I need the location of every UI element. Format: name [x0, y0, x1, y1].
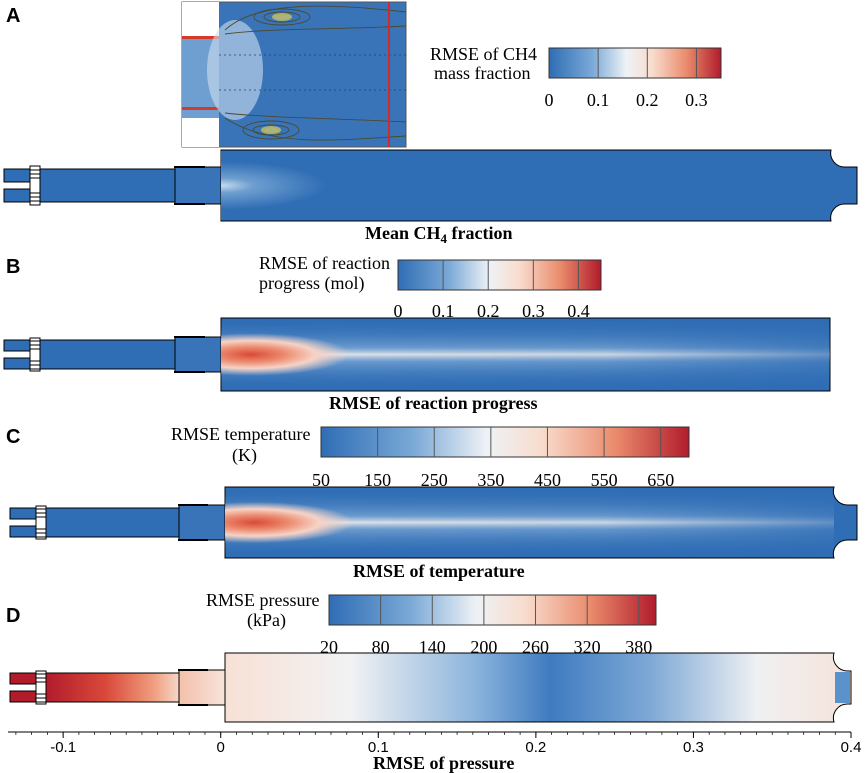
- colorbar-a: 0 0.1 0.2 0.3: [545, 47, 722, 110]
- colorbar-tick-label: 0.1: [432, 301, 455, 321]
- colorbar-tick-label: 50: [312, 470, 330, 490]
- colorbar-tick-label: 650: [647, 470, 674, 490]
- x-tick-label: 0.4: [841, 739, 862, 756]
- caption-d: RMSE of pressure: [373, 753, 514, 773]
- caption-c: RMSE of temperature: [353, 561, 525, 581]
- combustor-b: [3, 317, 831, 392]
- colorbar-tick-label: 0: [545, 90, 554, 110]
- panel-letter-a: A: [6, 5, 20, 27]
- x-tick-label: 0.2: [525, 739, 546, 756]
- colorbar-scale: [320, 426, 690, 458]
- combustor-d: [9, 652, 852, 723]
- x-axis-ticks: -0.1 0 0.1 0.2 0.3 0.4: [15, 732, 862, 756]
- colorbar-scale: [397, 259, 602, 291]
- panel-d: D RMSE pressure (kPa) 20 80 140 200 260 320 38…: [6, 590, 861, 773]
- panel-letter-c: C: [6, 426, 20, 448]
- colorbar-tick-label: 320: [574, 637, 601, 657]
- colorbar-d: 20 80 140 200 260 320 380: [320, 594, 657, 657]
- colorbar-tick-label: 350: [477, 470, 504, 490]
- x-tick-label: 0.3: [683, 739, 704, 756]
- colorbar-tick-label: 0.3: [522, 301, 545, 321]
- panel-c: C RMSE temperature (K) 50 150 250 350 450 550…: [6, 424, 858, 581]
- colorbar-tick-label: 0.1: [587, 90, 610, 110]
- colorbar-scale: [328, 594, 657, 626]
- colorbar-b: 0 0.1 0.2 0.3 0.4: [394, 259, 602, 321]
- panel-b: B RMSE of reaction progress (mol) 0 0.1 0.…: [3, 253, 831, 413]
- colorbar-title-d-1: RMSE pressure: [206, 590, 320, 610]
- colorbar-tick-label: 0: [394, 301, 403, 321]
- colorbar-title-c-2: (K): [232, 445, 257, 466]
- colorbar-title-c-1: RMSE temperature: [171, 424, 310, 444]
- colorbar-title-d-2: (kPa): [247, 610, 286, 631]
- colorbar-title-a-2: mass fraction: [434, 63, 530, 83]
- colorbar-tick-label: 0.3: [685, 90, 708, 110]
- colorbar-tick-label: 140: [419, 637, 446, 657]
- colorbar-tick-label: 380: [625, 637, 652, 657]
- colorbar-tick-label: 550: [591, 470, 618, 490]
- colorbar-scale: [548, 47, 722, 79]
- combustor-a: [3, 149, 858, 222]
- combustor-c: [9, 486, 858, 559]
- colorbar-tick-label: 200: [470, 637, 497, 657]
- colorbar-title-b-2: progress (mol): [259, 273, 364, 294]
- colorbar-tick-label: 0.2: [636, 90, 659, 110]
- x-tick-label: 0.1: [368, 739, 389, 756]
- streamline-inset: [181, 1, 407, 148]
- colorbar-tick-label: 20: [320, 637, 338, 657]
- colorbar-tick-label: 260: [522, 637, 549, 657]
- panel-letter-d: D: [6, 605, 20, 627]
- panel-letter-b: B: [6, 256, 20, 278]
- colorbar-title-a-1: RMSE of CH4: [430, 44, 537, 64]
- x-tick-label: -0.1: [50, 739, 76, 756]
- x-axis: -0.1 0 0.1 0.2 0.3 0.4: [8, 731, 862, 756]
- colorbar-tick-label: 80: [372, 637, 390, 657]
- caption-b: RMSE of reaction progress: [329, 393, 538, 413]
- colorbar-tick-label: 450: [534, 470, 561, 490]
- caption-a: Mean CH4 fraction: [365, 223, 512, 246]
- colorbar-tick-label: 0.2: [477, 301, 500, 321]
- colorbar-c: 50 150 250 350 450 550 650: [312, 426, 690, 490]
- colorbar-tick-label: 250: [421, 470, 448, 490]
- colorbar-title-b-1: RMSE of reaction: [259, 253, 390, 273]
- colorbar-tick-label: 150: [364, 470, 391, 490]
- x-tick-label: 0: [217, 739, 225, 756]
- colorbar-tick-label: 0.4: [567, 301, 590, 321]
- panel-a: A: [3, 1, 858, 246]
